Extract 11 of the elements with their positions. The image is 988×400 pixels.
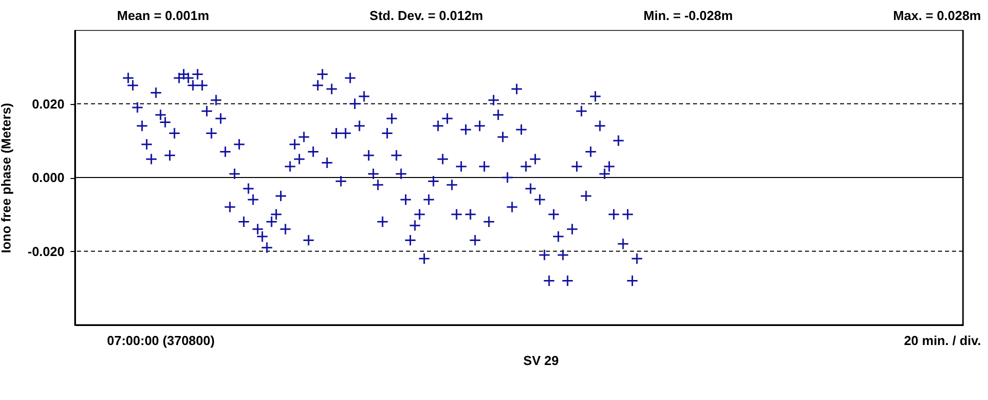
y-tick-label: -0.020 — [28, 244, 64, 259]
text: 20 min. / div. — [904, 332, 981, 348]
text: Std. Dev. = 0.012m — [370, 8, 484, 22]
text: Min. = -0.028m — [644, 8, 733, 22]
text: Mean = 0.001m — [117, 8, 210, 22]
text: 07:00:00 (370800) — [107, 332, 215, 348]
text: Max. = 0.028m — [893, 8, 981, 22]
y-tick-label: 0.000 — [32, 170, 64, 185]
y-tick-label: 0.020 — [32, 96, 64, 112]
y-axis-title: Iono free phase (Meters) — [0, 102, 14, 254]
x-axis-title: SV 29 — [522, 353, 560, 368]
